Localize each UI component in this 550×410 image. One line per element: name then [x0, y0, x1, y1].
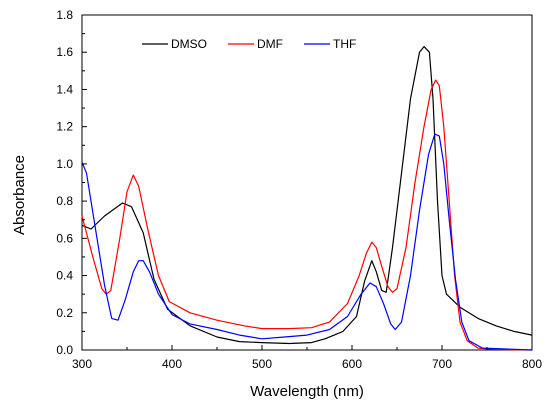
y-axis-ticks: 0.0 0.2 0.4 0.6 0.8 1.0 1.2 1.4 1.6 1.8 [56, 8, 87, 357]
legend-label-thf: THF [333, 37, 356, 51]
x-tick-label: 400 [162, 357, 182, 371]
series-line-thf [81, 133, 533, 351]
x-tick-label: 300 [72, 357, 92, 371]
legend-label-dmf: DMF [257, 37, 283, 51]
y-tick-label: 0.4 [56, 269, 73, 283]
y-tick-label: 0.0 [56, 343, 73, 357]
series-line-dmso [81, 46, 533, 345]
series-line-dmf [81, 79, 533, 351]
y-tick-label: 0.2 [56, 306, 73, 320]
y-tick-label: 1.2 [56, 120, 73, 134]
series-layer [81, 46, 533, 351]
legend: DMSO DMF THF [142, 37, 356, 51]
x-tick-label: 800 [522, 357, 542, 371]
x-axis-ticks: 300 400 500 600 700 800 [72, 345, 542, 371]
x-tick-label: 600 [342, 357, 362, 371]
x-tick-label: 700 [432, 357, 452, 371]
y-tick-label: 0.8 [56, 194, 73, 208]
plot-border [81, 14, 533, 351]
plot-frame [81, 14, 533, 351]
y-tick-label: 1.6 [56, 45, 73, 59]
y-tick-label: 1.4 [56, 82, 73, 96]
legend-label-dmso: DMSO [171, 37, 207, 51]
x-tick-label: 500 [252, 357, 272, 371]
y-tick-label: 1.8 [56, 8, 73, 22]
x-axis-title: Wavelength (nm) [250, 383, 364, 400]
y-tick-label: 0.6 [56, 231, 73, 245]
y-tick-label: 1.0 [56, 157, 73, 171]
y-axis-title: Absorbance [11, 155, 28, 235]
